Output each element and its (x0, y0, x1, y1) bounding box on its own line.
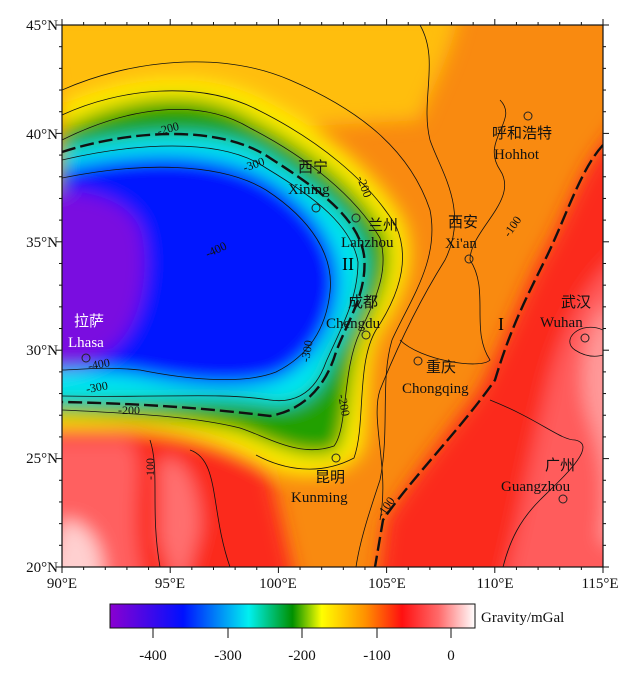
city-guangzhou-cn: 广州 (545, 457, 575, 474)
city-markers (81, 111, 590, 504)
svg-text:105°E: 105°E (368, 576, 406, 592)
svg-text:0: 0 (447, 648, 455, 664)
city-lhasa-cn: 拉萨 (74, 313, 104, 330)
svg-text:-200: -200 (156, 119, 181, 138)
city-wuhan-en: Wuhan (540, 315, 583, 331)
city-lanzhou-en: Lanzhou (341, 235, 394, 251)
city-wuhan-cn: 武汉 (561, 294, 591, 311)
svg-text:-200: -200 (288, 648, 316, 664)
lat-labels: 45°N 40°N 35°N 30°N 25°N 20°N (26, 18, 58, 576)
city-xian-cn: 西安 (448, 214, 478, 231)
city-chengdu-cn: 成都 (348, 294, 378, 311)
city-xining-en: Xining (288, 182, 330, 198)
city-chongqing-en: Chongqing (402, 381, 469, 397)
svg-text:-100: -100 (363, 648, 391, 664)
svg-text:-400: -400 (139, 648, 167, 664)
city-lanzhou-cn: 兰州 (368, 217, 398, 234)
colorbar: Gravity/mGal -400 -300 -200 -100 0 (109, 603, 564, 664)
svg-text:-400: -400 (87, 355, 111, 373)
svg-text:115°E: 115°E (581, 576, 618, 592)
svg-text:20°N: 20°N (26, 560, 58, 576)
svg-text:45°N: 45°N (26, 18, 58, 34)
city-xian-en: Xi'an (445, 236, 477, 252)
city-labels: 拉萨 Lhasa 西宁 Xining 兰州 Lanzhou 西安 Xi'an 成… (68, 125, 591, 506)
city-hohhot-en: Hohhot (494, 147, 540, 163)
city-guangzhou-en: Guangzhou (501, 479, 571, 495)
city-lhasa-en: Lhasa (68, 335, 104, 351)
svg-text:95°E: 95°E (155, 576, 185, 592)
svg-text:100°E: 100°E (259, 576, 297, 592)
city-hohhot-cn: 呼和浩特 (492, 125, 552, 142)
city-chongqing-cn: 重庆 (426, 359, 456, 376)
svg-text:90°E: 90°E (47, 576, 77, 592)
city-chengdu-en: Chengdu (326, 316, 381, 332)
svg-text:40°N: 40°N (26, 127, 58, 143)
city-kunming-cn: 昆明 (315, 469, 345, 486)
axis-ticks (56, 19, 609, 573)
dashed-contours (62, 132, 603, 567)
svg-text:-300: -300 (85, 378, 109, 396)
zone-label-I: I (498, 314, 504, 334)
city-xining-cn: 西宁 (298, 159, 328, 176)
city-kunming-en: Kunming (291, 490, 348, 506)
svg-text:-300: -300 (214, 648, 242, 664)
svg-text:-300: -300 (298, 339, 316, 363)
svg-text:110°E: 110°E (476, 576, 513, 592)
gravity-field: -200 -300 -400 -200 -300 -200 -400 -300 … (62, 25, 603, 567)
map-frame (61, 24, 604, 568)
contour-lines (62, 25, 603, 567)
svg-text:25°N: 25°N (26, 451, 58, 467)
zone-label-II: II (342, 254, 354, 274)
svg-text:-200: -200 (335, 393, 353, 417)
colorbar-label: Gravity/mGal (481, 610, 564, 626)
svg-text:30°N: 30°N (26, 343, 58, 359)
colorbar-gradient (109, 603, 476, 629)
svg-text:-200: -200 (118, 403, 140, 417)
lon-labels: 90°E 95°E 100°E 105°E 110°E 115°E (47, 576, 619, 592)
svg-text:-100: -100 (143, 458, 157, 480)
svg-text:35°N: 35°N (26, 235, 58, 251)
